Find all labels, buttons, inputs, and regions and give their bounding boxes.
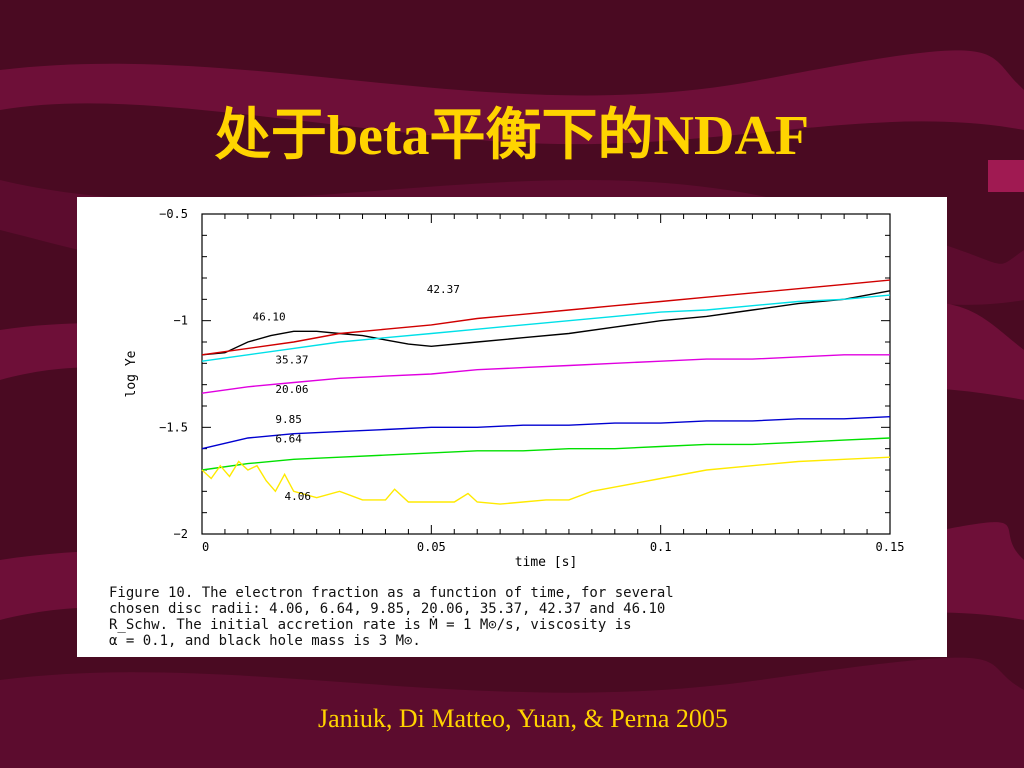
series-line-6.64 [201, 437, 891, 471]
slide-title: 处于beta平衡下的NDAF [214, 105, 810, 167]
background-wave [0, 50, 1024, 145]
y-tick-label: −1 [174, 314, 188, 328]
electron-fraction-chart: −0.5 −1 −1.5 −2 0 0.05 0.1 0.15 46.10 42.37 35.37… [124, 207, 904, 570]
series-line-46.10 [201, 290, 891, 356]
series-line-4.06 [201, 456, 891, 505]
caption-line: Figure 10. The electron fraction as a fu… [109, 585, 674, 601]
series-label-46.10: 46.10 [252, 311, 285, 324]
x-tick-label: 0 [202, 540, 209, 554]
figure-panel: −0.5 −1 −1.5 −2 0 0.05 0.1 0.15 46.10 42.37 35.37… [77, 197, 947, 657]
axis-ticks: −0.5 −1 −1.5 −2 0 0.05 0.1 0.15 [159, 207, 904, 554]
x-tick-label: 0.15 [876, 540, 905, 554]
series-label-42.37: 42.37 [427, 283, 460, 296]
series-line-42.37 [201, 279, 891, 356]
y-axis-label: log Ye [124, 350, 139, 397]
series-line-20.06 [201, 354, 890, 394]
series-group: 46.10 42.37 35.37 20.06 9.85 6.64 4.06 [201, 279, 891, 505]
series-label-6.64: 6.64 [275, 432, 302, 445]
figure-caption: Figure 10. The electron fraction as a fu… [109, 585, 935, 649]
x-axis-label: time [s] [515, 555, 578, 570]
series-line-35.37 [201, 294, 891, 362]
caption-line: α = 0.1, and black hole mass is 3 M⊙. [109, 633, 421, 649]
background-wave [0, 657, 1024, 768]
y-tick-label: −2 [174, 527, 188, 541]
citation: Janiuk, Di Matteo, Yuan, & Perna 2005 [318, 704, 728, 733]
series-line-9.85 [201, 416, 891, 450]
series-label-35.37: 35.37 [275, 353, 308, 366]
y-tick-label: −0.5 [159, 207, 188, 221]
caption-line: R_Schw. The initial accretion rate is Ṁ … [109, 617, 632, 633]
x-tick-label: 0.1 [650, 540, 672, 554]
caption-line: chosen disc radii: 4.06, 6.64, 9.85, 20.… [109, 601, 666, 617]
series-label-9.85: 9.85 [275, 413, 302, 426]
series-label-20.06: 20.06 [275, 383, 308, 396]
y-tick-label: −1.5 [159, 420, 188, 434]
x-tick-label: 0.05 [417, 540, 446, 554]
plot-frame [201, 213, 891, 535]
series-label-4.06: 4.06 [285, 490, 312, 503]
decorative-tab [988, 160, 1024, 192]
plot-border [201, 213, 891, 535]
